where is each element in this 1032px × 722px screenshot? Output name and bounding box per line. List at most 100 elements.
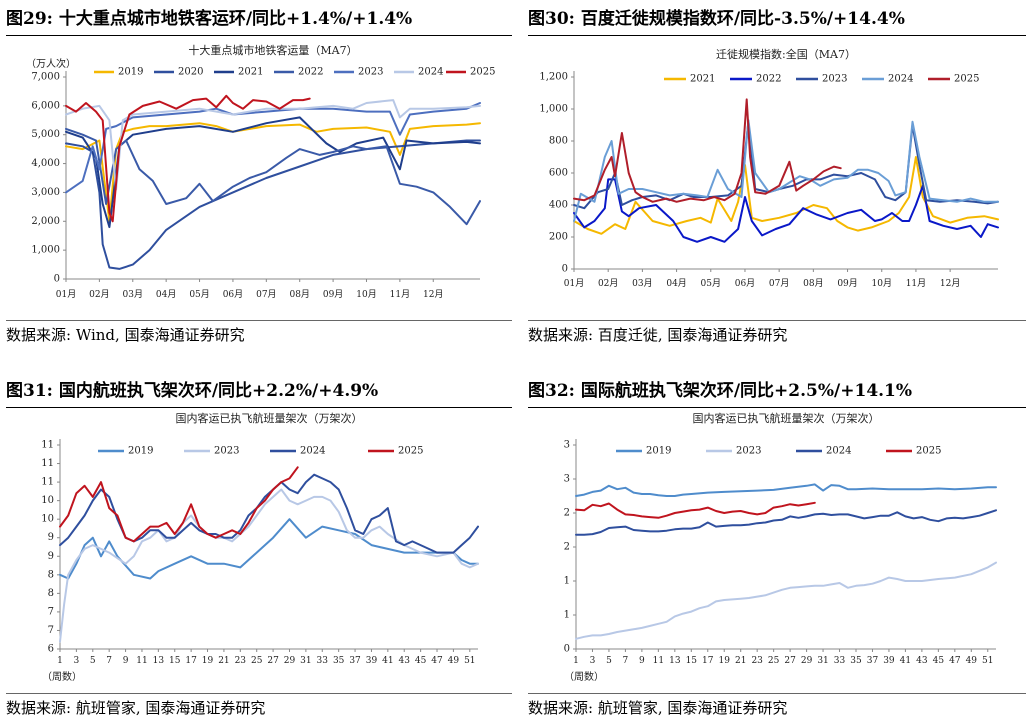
series-line-2023: [575, 561, 997, 640]
x-tick-label: 10月: [356, 289, 376, 300]
x-tick-label: 41: [382, 656, 393, 666]
y-tick-label: 0: [562, 264, 568, 275]
y-tick-label: 11: [41, 458, 54, 469]
x-tick-label: 35: [850, 656, 862, 666]
y-tick-label: 600: [549, 168, 568, 179]
series-line-2024: [65, 99, 481, 191]
y-tick-label: 1: [564, 576, 570, 587]
chart-title: 迁徙规模指数:全国（MA7）: [716, 47, 856, 61]
figure-title: 图29: 十大重点城市地铁客运环/同比+1.4%/+1.4%: [6, 9, 413, 29]
x-axis-label: （周数）: [564, 670, 604, 683]
x-tick-label: 10月: [872, 278, 892, 289]
legend-label-2021: 2021: [238, 67, 263, 78]
x-tick-label: 06月: [735, 278, 755, 289]
x-tick-label: 09月: [323, 289, 343, 300]
x-tick-label: 5: [90, 656, 96, 666]
x-tick-label: 3: [74, 656, 80, 666]
x-tick-label: 08月: [803, 278, 823, 289]
x-tick-label: 03月: [632, 278, 652, 289]
x-tick-label: 15: [169, 656, 181, 666]
x-tick-label: 9: [123, 656, 129, 666]
x-tick-label: 7: [623, 656, 629, 666]
title-rule: [528, 35, 1026, 36]
source-note: 数据来源: 航班管家, 国泰海通证券研究: [528, 699, 788, 717]
x-tick-label: 11月: [390, 289, 410, 300]
x-tick-label: 47: [431, 656, 443, 666]
y-tick-label: 1: [564, 610, 570, 621]
chart-metro: 十大重点城市地铁客运量（MA7） （万人次） 0 1,000 2,000 3,000 4,0…: [26, 43, 495, 300]
x-tick-label: 43: [916, 656, 928, 666]
legend-label-2019: 2019: [118, 67, 143, 78]
x-axis-label: （周数）: [42, 670, 82, 683]
legend-label-2025: 2025: [954, 74, 979, 85]
x-tick-label: 3: [590, 656, 596, 666]
series-line-2021: [573, 156, 999, 235]
series-line-2024: [575, 509, 997, 536]
x-tick-label: 27: [267, 656, 279, 666]
x-tick-label: 07月: [256, 289, 276, 300]
x-tick-label: 45: [933, 656, 945, 666]
x-tick-label: 11月: [906, 278, 926, 289]
x-tick-label: 01月: [56, 289, 76, 300]
legend-label-2022: 2022: [298, 67, 323, 78]
x-tick-label: 07月: [769, 278, 789, 289]
series-line-2025: [65, 94, 311, 223]
source-rule: [528, 693, 1026, 694]
x-tick-label: 39: [883, 656, 895, 666]
y-tick-label: 4,000: [31, 158, 60, 169]
x-tick-label: 47: [949, 656, 961, 666]
y-tick-label: 0: [54, 274, 60, 285]
figure-title: 图31: 国内航班执飞架次环/同比+2.2%/+4.9%: [6, 381, 379, 401]
y-tick-label: 6: [48, 644, 54, 655]
x-tick-label: 29: [284, 656, 296, 666]
y-tick-label: 7,000: [31, 72, 60, 83]
series-line-2024: [573, 119, 999, 222]
y-tick-label: 10: [41, 514, 54, 525]
y-tick-label: 1,200: [539, 72, 568, 83]
x-tick-label: 39: [366, 656, 378, 666]
series-line-2025: [573, 98, 842, 203]
legend-label-2024: 2024: [888, 74, 913, 85]
source-rule: [6, 320, 512, 321]
series-line-2025: [575, 501, 816, 519]
legend-label-2019: 2019: [128, 446, 153, 457]
y-tick-label: 0: [564, 644, 570, 655]
x-tick-label: 1: [573, 656, 579, 666]
series-line-2020: [65, 139, 481, 270]
y-tick-label: 2: [564, 508, 570, 519]
x-tick-label: 08月: [289, 289, 309, 300]
series-line-2021: [65, 116, 481, 229]
y-axis-label: （万人次）: [26, 57, 76, 70]
source-rule: [528, 320, 1026, 321]
x-tick-label: 02月: [598, 278, 618, 289]
y-tick-label: 400: [549, 200, 568, 211]
y-tick-label: 7: [48, 625, 54, 636]
title-rule: [6, 407, 512, 408]
y-tick-label: 8: [48, 588, 54, 599]
x-tick-label: 02月: [89, 289, 109, 300]
x-tick-label: 37: [867, 656, 879, 666]
x-tick-label: 05月: [701, 278, 721, 289]
title-rule: [6, 35, 512, 36]
x-tick-label: 31: [300, 656, 311, 666]
chart-title: 国内客运已执飞航班量架次（万架次）: [693, 411, 880, 425]
legend-label-2024: 2024: [826, 446, 851, 457]
x-tick-label: 43: [399, 656, 411, 666]
x-tick-label: 13: [153, 656, 165, 666]
y-tick-label: 3,000: [31, 187, 60, 198]
y-tick-label: 7: [48, 606, 54, 617]
panel-international-flights: 图32: 国际航班执飞架次环/同比+2.5%/+14.1% 国内客运已执飞航班量…: [528, 376, 1032, 722]
x-tick-label: 23: [235, 656, 247, 666]
x-tick-label: 17: [702, 656, 714, 666]
x-tick-label: 49: [966, 656, 978, 666]
legend-label-2025: 2025: [470, 67, 495, 78]
x-tick-label: 51: [464, 656, 475, 666]
panel-domestic-flights: 图31: 国内航班执飞架次环/同比+2.2%/+4.9% 国内客运已执飞航班量架…: [6, 376, 514, 722]
chart-title: 十大重点城市地铁客运量（MA7）: [188, 43, 357, 57]
legend-label-2024: 2024: [418, 67, 443, 78]
source-note: 数据来源: 航班管家, 国泰海通证券研究: [6, 699, 266, 717]
x-tick-label: 25: [768, 656, 780, 666]
x-tick-label: 41: [900, 656, 911, 666]
x-tick-label: 49: [448, 656, 460, 666]
